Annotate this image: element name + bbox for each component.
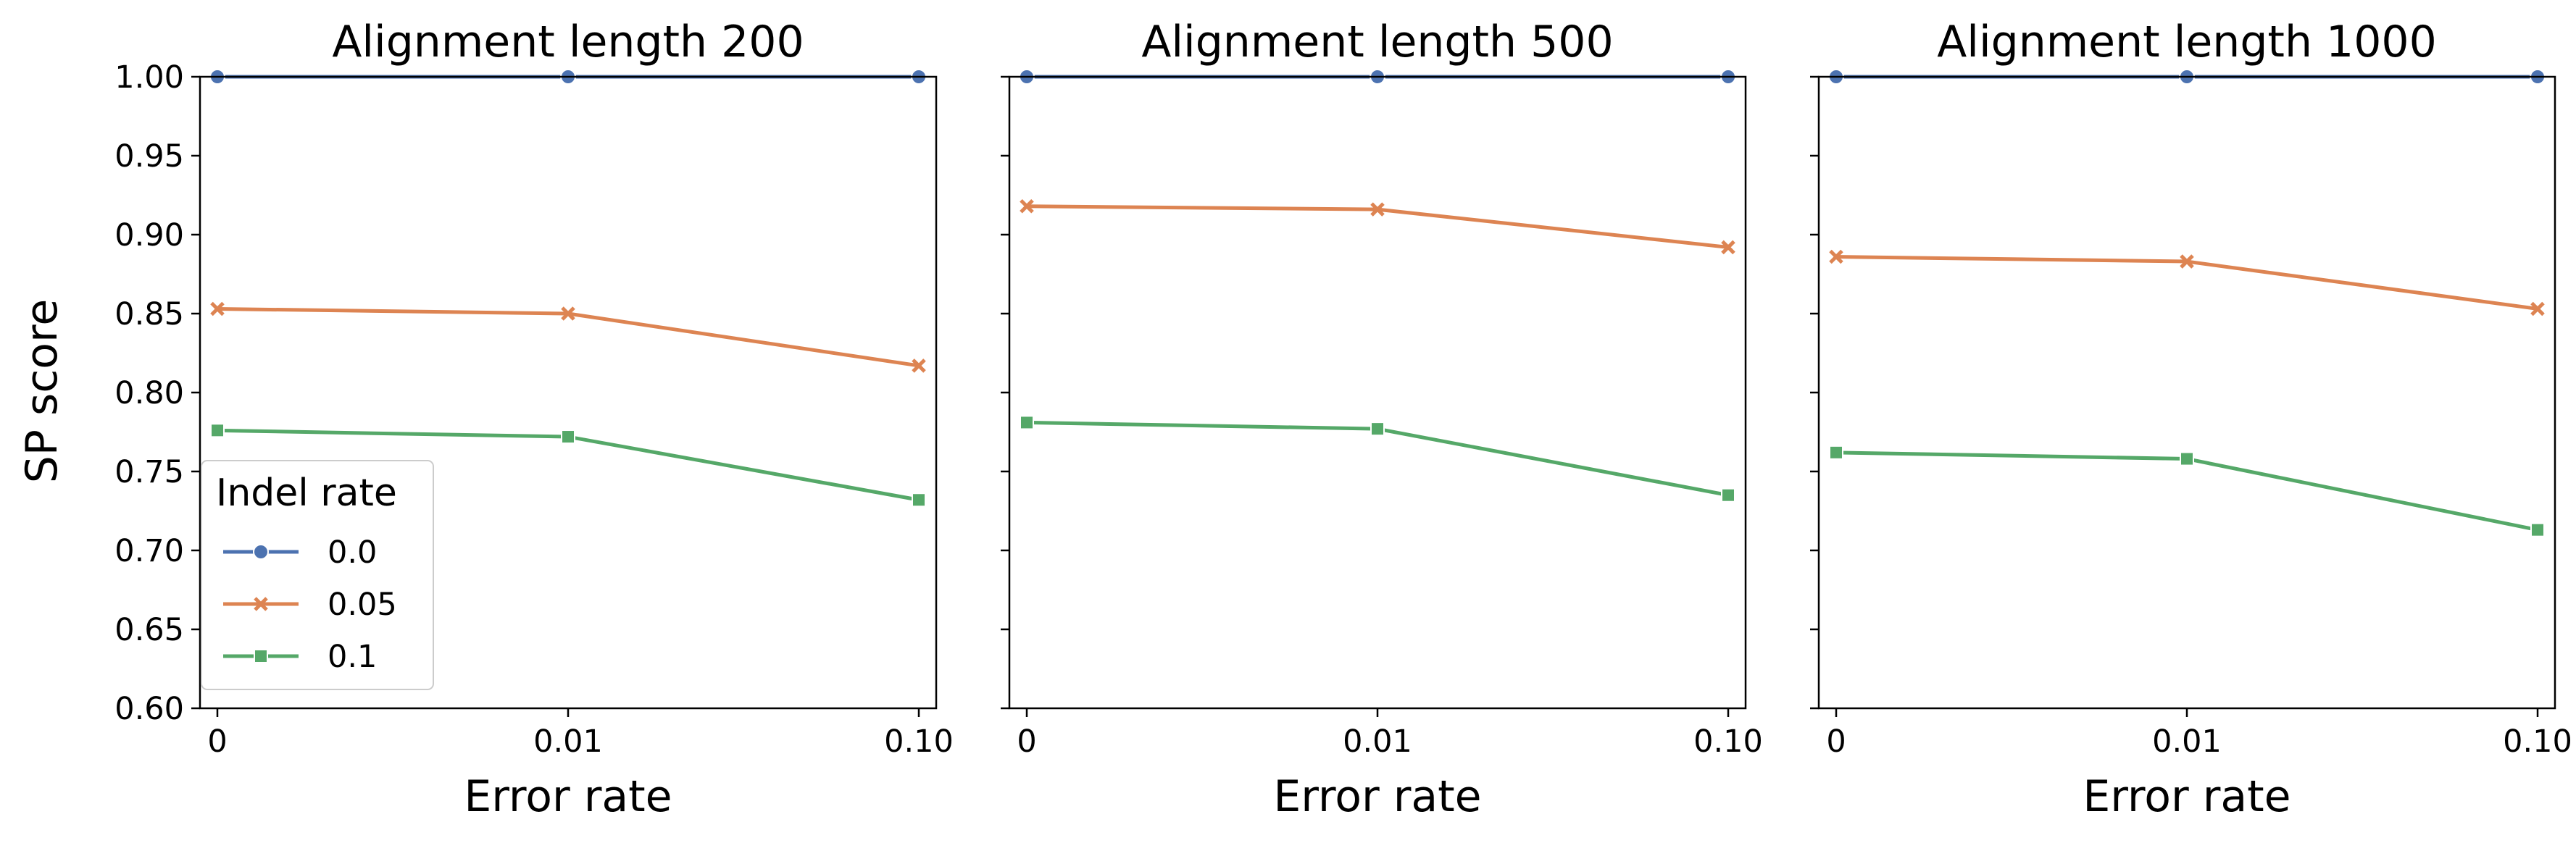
point-0.05-0.10-panel-2-stroke-b bbox=[1721, 240, 1735, 255]
legend-entry-0.05: 0.05 bbox=[328, 587, 397, 623]
point-0.05-0-panel-2 bbox=[1020, 198, 1034, 214]
legend-marker-0.1 bbox=[254, 649, 268, 663]
y-axis-label: SP score bbox=[17, 299, 67, 484]
x-tick-label: 0.10 bbox=[884, 724, 954, 760]
x-axis-label: Error rate bbox=[464, 771, 672, 822]
x-axis-label: Error rate bbox=[1273, 771, 1481, 822]
point-0.05-0-panel-1-stroke-b bbox=[210, 301, 225, 316]
x-tick-label: 0 bbox=[207, 724, 227, 760]
point-0.05-0.10-panel-2 bbox=[1721, 240, 1735, 255]
point-0.05-0-panel-3-stroke-b bbox=[1829, 249, 1843, 264]
y-tick-label: 0.85 bbox=[114, 296, 184, 332]
y-tick-label: 0.60 bbox=[114, 691, 184, 727]
point-0.05-0.01-panel-2-stroke-b bbox=[1370, 202, 1385, 217]
point-0.1-0.10-panel-2 bbox=[1721, 487, 1735, 503]
legend-entry-0.0: 0.0 bbox=[328, 534, 377, 571]
point-0.1-0-panel-1 bbox=[210, 423, 225, 438]
y-tick-label: 0.80 bbox=[114, 375, 184, 411]
legend-box bbox=[201, 460, 434, 690]
x-tick-label: 0.01 bbox=[2152, 724, 2222, 760]
axes-frame bbox=[1008, 75, 1747, 710]
panel-1: 0.60 0.65 0.70 0.75 0.80 0.85 0.90 0.95 1.00 0 0.0… bbox=[114, 17, 954, 822]
panel-title: Alignment length 1000 bbox=[1937, 17, 2437, 67]
legend: Indel rate 0.0 0.05 0.1 bbox=[201, 460, 434, 690]
x-tick-label: 0.01 bbox=[533, 724, 603, 760]
point-0.1-0-panel-3 bbox=[1829, 445, 1843, 460]
y-tick-label: 0.95 bbox=[114, 138, 184, 175]
x-tick-label: 0 bbox=[1017, 724, 1036, 760]
x-axis-label: Error rate bbox=[2083, 771, 2291, 822]
series-line-0.05-panel-1 bbox=[217, 306, 920, 368]
panel-3: 0 0.01 0.10 Alignment length 1000 Error rate bbox=[1810, 17, 2572, 822]
legend-entry-0.1: 0.1 bbox=[328, 639, 377, 675]
legend-marker-0.0 bbox=[253, 544, 269, 560]
panel-2: 0 0.01 0.10 Alignment length 500 Error rate bbox=[1001, 17, 1763, 822]
point-0.05-0.01-panel-3-stroke-b bbox=[2180, 254, 2194, 269]
point-0.1-0-panel-2 bbox=[1020, 415, 1034, 430]
legend-marker-0.05-stroke-b bbox=[254, 597, 268, 611]
legend-title: Indel rate bbox=[216, 471, 397, 515]
point-0.05-0.01-panel-2 bbox=[1370, 202, 1385, 217]
panel-title: Alignment length 500 bbox=[1141, 17, 1613, 67]
point-0.05-0.10-panel-3 bbox=[2530, 301, 2545, 316]
x-tick-label: 0.01 bbox=[1343, 724, 1412, 760]
x-tick-label: 0 bbox=[1826, 724, 1846, 760]
point-0.1-0.10-panel-1 bbox=[912, 492, 926, 508]
series-line-0.05-panel-3 bbox=[1835, 255, 2538, 311]
point-0.05-0.01-panel-1 bbox=[561, 306, 575, 321]
y-tick-label: 0.90 bbox=[114, 217, 184, 253]
y-tick-label: 0.65 bbox=[114, 612, 184, 648]
x-tick-label: 0.10 bbox=[1693, 724, 1763, 760]
x-tick-label: 0.10 bbox=[2503, 724, 2572, 760]
point-0.05-0-panel-2-stroke-b bbox=[1020, 198, 1034, 214]
y-tick-label: 0.70 bbox=[114, 533, 184, 569]
point-0.1-0.10-panel-3 bbox=[2530, 522, 2545, 537]
axes-frame bbox=[1817, 75, 2556, 710]
legend-marker-0.05 bbox=[254, 597, 268, 611]
point-0.05-0.01-panel-1-stroke-b bbox=[561, 306, 575, 321]
point-0.1-0.01-panel-3 bbox=[2180, 451, 2194, 466]
y-tick-label: 0.75 bbox=[114, 454, 184, 490]
point-0.05-0-panel-1 bbox=[210, 301, 225, 316]
point-0.05-0.01-panel-3 bbox=[2180, 254, 2194, 269]
panel-title: Alignment length 200 bbox=[332, 17, 804, 67]
y-tick-label: 1.00 bbox=[114, 59, 184, 96]
point-0.05-0.10-panel-1 bbox=[912, 358, 926, 373]
point-0.1-0.01-panel-2 bbox=[1370, 422, 1385, 437]
point-0.05-0.10-panel-3-stroke-b bbox=[2530, 301, 2545, 316]
point-0.05-0-panel-3 bbox=[1829, 249, 1843, 264]
series-line-0.05-panel-2 bbox=[1026, 204, 1729, 249]
point-0.05-0.10-panel-1-stroke-b bbox=[912, 358, 926, 373]
point-0.1-0.01-panel-1 bbox=[561, 429, 575, 445]
